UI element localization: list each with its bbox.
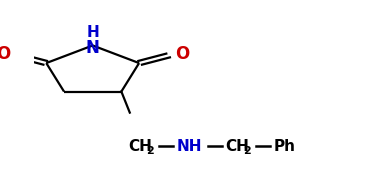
Text: NH: NH bbox=[176, 139, 202, 154]
Text: CH: CH bbox=[128, 139, 152, 154]
Text: Ph: Ph bbox=[273, 139, 295, 154]
Text: CH: CH bbox=[225, 139, 249, 154]
Text: 2: 2 bbox=[243, 146, 251, 156]
Text: O: O bbox=[0, 45, 10, 63]
Text: 2: 2 bbox=[147, 146, 154, 156]
Text: N: N bbox=[86, 39, 100, 57]
Text: H: H bbox=[86, 25, 99, 40]
Text: O: O bbox=[175, 45, 189, 63]
